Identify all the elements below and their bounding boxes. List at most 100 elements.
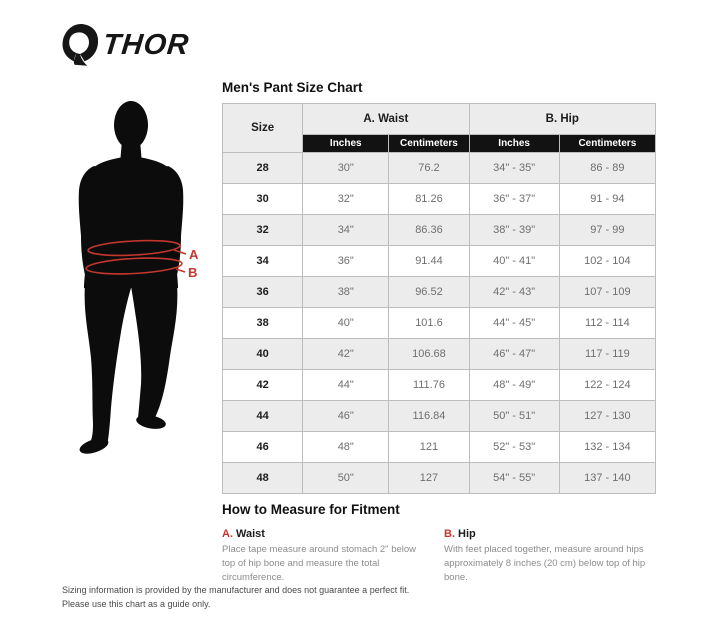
disclaimer-line-2: Please use this chart as a guide only. bbox=[62, 598, 211, 609]
size-chart-section: Men's Pant Size Chart Size A. Waist B. H… bbox=[221, 80, 658, 494]
hip-measure-line bbox=[85, 257, 183, 275]
waist-inches-cell: 40" bbox=[302, 307, 390, 339]
waist-centimeters-header: Centimeters bbox=[388, 134, 470, 153]
ram-head-icon bbox=[62, 24, 98, 66]
waist-inches-header: Inches bbox=[302, 134, 390, 153]
male-silhouette bbox=[78, 101, 184, 454]
disclaimer-line-1: Sizing information is provided by the ma… bbox=[62, 585, 410, 595]
waist-leader-line bbox=[173, 249, 187, 255]
waist-cm-cell: 121 bbox=[388, 431, 470, 463]
hip-inches-cell: 36" - 37" bbox=[468, 183, 560, 215]
waist-inches-cell: 46" bbox=[302, 400, 390, 432]
table-subheader-row: Inches Centimeters Inches Centimeters bbox=[223, 134, 657, 153]
hip-group-header: B. Hip bbox=[468, 103, 657, 135]
size-cell: 42 bbox=[221, 369, 304, 401]
table-row: 48 50" 127 54" - 55" 137 - 140 bbox=[221, 462, 657, 494]
size-cell: 28 bbox=[221, 152, 304, 184]
hip-inches-cell: 50" - 51" bbox=[468, 400, 560, 432]
waist-cm-cell: 127 bbox=[388, 462, 470, 494]
hip-cm-cell: 132 - 134 bbox=[558, 431, 657, 463]
size-cell: 36 bbox=[221, 276, 304, 308]
waist-cm-cell: 91.44 bbox=[388, 245, 470, 277]
table-row: 28 30" 76.2 34" - 35" 86 - 89 bbox=[221, 152, 657, 184]
hip-letter: B. bbox=[444, 528, 455, 540]
body-silhouette-figure: A B bbox=[54, 90, 214, 467]
waist-measure-line bbox=[87, 239, 181, 257]
table-row: 30 32" 81.26 36" - 37" 91 - 94 bbox=[221, 183, 657, 215]
waist-group-header: A. Waist bbox=[302, 103, 470, 135]
size-cell: 46 bbox=[221, 431, 304, 463]
table-row: 32 34" 86.36 38" - 39" 97 - 99 bbox=[221, 214, 657, 246]
waist-inches-cell: 32" bbox=[302, 183, 390, 215]
waist-cm-cell: 76.2 bbox=[388, 152, 470, 184]
waist-cm-cell: 81.26 bbox=[388, 183, 470, 215]
size-cell: 30 bbox=[221, 183, 304, 215]
table-row: 44 46" 116.84 50" - 51" 127 - 130 bbox=[221, 400, 657, 432]
hip-inches-cell: 40" - 41" bbox=[468, 245, 560, 277]
waist-cm-cell: 101.6 bbox=[388, 307, 470, 339]
waist-inches-cell: 36" bbox=[302, 245, 390, 277]
size-chart-table: Size A. Waist B. Hip Inches Centimeters … bbox=[221, 103, 657, 494]
brand-wordmark: THOR bbox=[101, 29, 191, 61]
waist-marker-label: A bbox=[189, 247, 199, 262]
waist-letter: A. bbox=[222, 528, 233, 540]
size-cell: 48 bbox=[221, 462, 304, 494]
hip-cm-cell: 102 - 104 bbox=[558, 245, 657, 277]
hip-cm-cell: 117 - 119 bbox=[558, 338, 657, 370]
hip-cm-cell: 86 - 89 bbox=[558, 152, 657, 184]
size-chart-title: Men's Pant Size Chart bbox=[222, 80, 363, 95]
hip-cm-cell: 112 - 114 bbox=[558, 307, 657, 339]
footer-disclaimer: Sizing information is provided by the ma… bbox=[62, 584, 409, 612]
table-row: 42 44" 111.76 48" - 49" 122 - 124 bbox=[221, 369, 657, 401]
waist-cm-cell: 116.84 bbox=[388, 400, 470, 432]
table-row: 46 48" 121 52" - 53" 132 - 134 bbox=[221, 431, 657, 463]
hip-inches-cell: 34" - 35" bbox=[468, 152, 560, 184]
size-column-header: Size bbox=[221, 103, 304, 153]
hip-inches-cell: 54" - 55" bbox=[468, 462, 560, 494]
waist-inches-cell: 44" bbox=[302, 369, 390, 401]
hip-inches-cell: 52" - 53" bbox=[468, 431, 560, 463]
table-group-header-row: Size A. Waist B. Hip bbox=[221, 103, 657, 153]
waist-inches-cell: 38" bbox=[302, 276, 390, 308]
table-row: 40 42" 106.68 46" - 47" 117 - 119 bbox=[221, 338, 657, 370]
size-cell: 34 bbox=[221, 245, 304, 277]
waist-inches-cell: 48" bbox=[302, 431, 390, 463]
waist-cm-cell: 86.36 bbox=[388, 214, 470, 246]
hip-cm-cell: 91 - 94 bbox=[558, 183, 657, 215]
waist-inches-cell: 50" bbox=[302, 462, 390, 494]
waist-instructions: Place tape measure around stomach 2" bel… bbox=[222, 544, 417, 583]
hip-inches-cell: 46" - 47" bbox=[468, 338, 560, 370]
table-row: 38 40" 101.6 44" - 45" 112 - 114 bbox=[221, 307, 657, 339]
thor-logo: THOR bbox=[62, 24, 191, 66]
hip-cm-cell: 137 - 140 bbox=[558, 462, 657, 494]
hip-marker-label: B bbox=[188, 265, 197, 280]
waist-name: Waist bbox=[236, 528, 265, 540]
hip-instructions: With feet placed together, measure aroun… bbox=[444, 544, 646, 583]
size-cell: 38 bbox=[221, 307, 304, 339]
size-cell: 44 bbox=[221, 400, 304, 432]
waist-cm-cell: 106.68 bbox=[388, 338, 470, 370]
waist-inches-cell: 30" bbox=[302, 152, 390, 184]
measure-section-title: How to Measure for Fitment bbox=[222, 502, 400, 517]
hip-cm-cell: 127 - 130 bbox=[558, 400, 657, 432]
table-row: 36 38" 96.52 42" - 43" 107 - 109 bbox=[221, 276, 657, 308]
hip-cm-cell: 107 - 109 bbox=[558, 276, 657, 308]
hip-name: Hip bbox=[458, 528, 476, 540]
hip-inches-cell: 38" - 39" bbox=[468, 214, 560, 246]
waist-inches-cell: 42" bbox=[302, 338, 390, 370]
size-cell: 32 bbox=[221, 214, 304, 246]
hip-centimeters-header: Centimeters bbox=[558, 134, 657, 153]
waist-inches-cell: 34" bbox=[302, 214, 390, 246]
hip-cm-cell: 97 - 99 bbox=[558, 214, 657, 246]
waist-cm-cell: 111.76 bbox=[388, 369, 470, 401]
hip-inches-cell: 48" - 49" bbox=[468, 369, 560, 401]
hip-inches-cell: 42" - 43" bbox=[468, 276, 560, 308]
table-row: 34 36" 91.44 40" - 41" 102 - 104 bbox=[221, 245, 657, 277]
measure-item-hip: B. Hip With feet placed together, measure… bbox=[444, 528, 660, 584]
size-cell: 40 bbox=[221, 338, 304, 370]
waist-cm-cell: 96.52 bbox=[388, 276, 470, 308]
measure-item-waist: A. Waist Place tape measure around stomac… bbox=[222, 528, 424, 584]
hip-cm-cell: 122 - 124 bbox=[558, 369, 657, 401]
hip-inches-cell: 44" - 45" bbox=[468, 307, 560, 339]
hip-leader-line bbox=[175, 268, 186, 273]
